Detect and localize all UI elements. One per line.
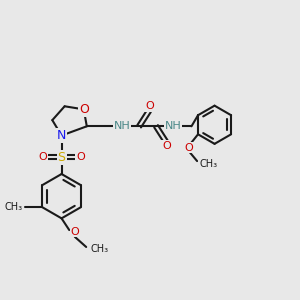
Text: CH₃: CH₃ xyxy=(199,158,218,169)
Text: O: O xyxy=(38,152,47,162)
Text: O: O xyxy=(76,152,85,162)
Text: S: S xyxy=(58,151,66,164)
Text: NH: NH xyxy=(165,121,182,131)
Text: O: O xyxy=(145,101,154,111)
Text: CH₃: CH₃ xyxy=(5,202,23,212)
Text: O: O xyxy=(162,141,171,151)
Text: CH₃: CH₃ xyxy=(90,244,108,254)
Text: N: N xyxy=(57,129,66,142)
Text: O: O xyxy=(184,142,193,152)
Text: O: O xyxy=(79,103,89,116)
Text: NH: NH xyxy=(114,121,130,131)
Text: O: O xyxy=(70,226,79,237)
